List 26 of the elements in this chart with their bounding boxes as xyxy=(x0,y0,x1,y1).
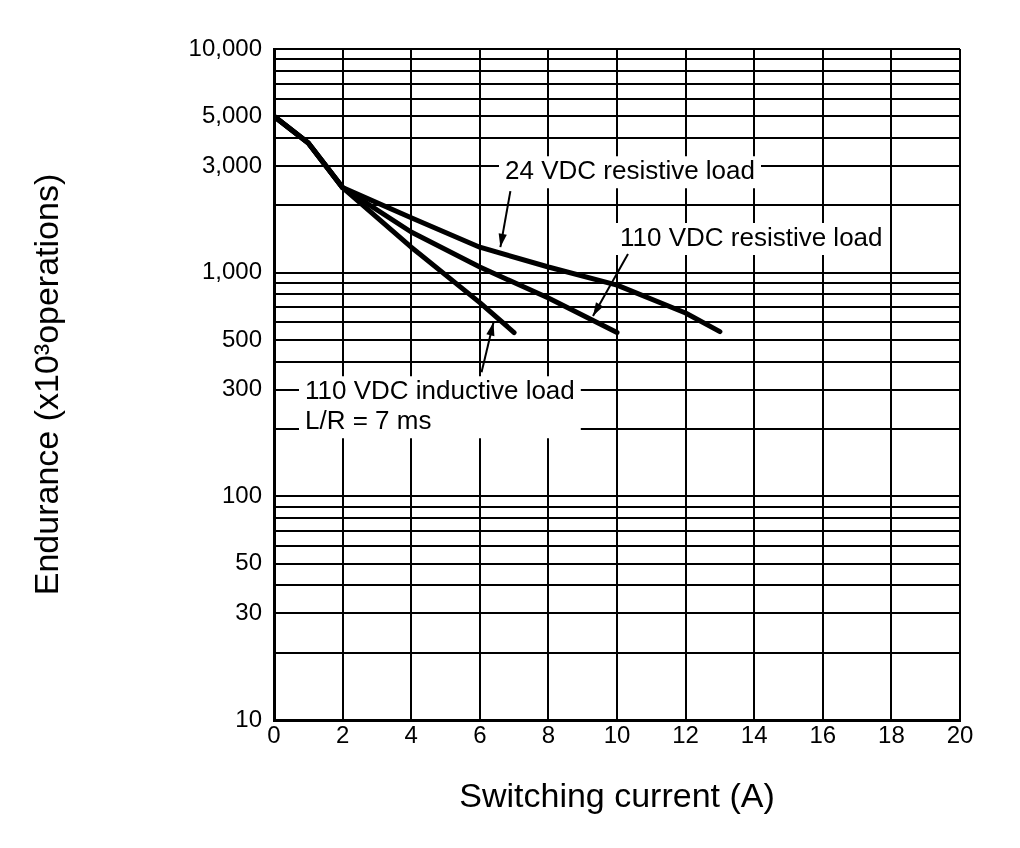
x-tick-label: 16 xyxy=(809,721,837,749)
x-tick-label: 0 xyxy=(267,721,281,749)
y-tick-label: 50 xyxy=(235,548,262,576)
annotation: 110 VDC inductive load L/R = 7 ms xyxy=(305,375,575,436)
y-tick-label: 500 xyxy=(221,324,262,352)
y-tick-label: 1,000 xyxy=(201,257,262,285)
x-tick-label: 8 xyxy=(541,721,556,749)
y-tick-label: 30 xyxy=(235,597,262,625)
x-tick-label: 18 xyxy=(878,721,905,749)
x-tick-label: 10 xyxy=(603,721,631,749)
x-tick-label: 14 xyxy=(740,721,768,749)
x-tick-label: 12 xyxy=(672,721,699,749)
y-tick-label: 100 xyxy=(221,480,262,508)
y-tick-label: 10,000 xyxy=(188,33,262,61)
x-tick-label: 4 xyxy=(404,721,418,749)
y-tick-label: 3,000 xyxy=(201,150,262,178)
annotation: 110 VDC resistive load xyxy=(620,222,883,253)
annotation: 24 VDC resistive load xyxy=(505,155,755,186)
y-tick-label: 5,000 xyxy=(201,100,262,128)
x-axis-title: Switching current (A) xyxy=(459,775,775,814)
y-axis-title: Endurance (x10³operations) xyxy=(26,173,65,596)
x-tick-label: 6 xyxy=(473,721,487,749)
y-tick-label: 300 xyxy=(221,374,262,402)
y-tick-label: 10 xyxy=(235,704,262,732)
x-tick-label: 2 xyxy=(335,721,350,749)
x-tick-label: 20 xyxy=(946,721,974,749)
